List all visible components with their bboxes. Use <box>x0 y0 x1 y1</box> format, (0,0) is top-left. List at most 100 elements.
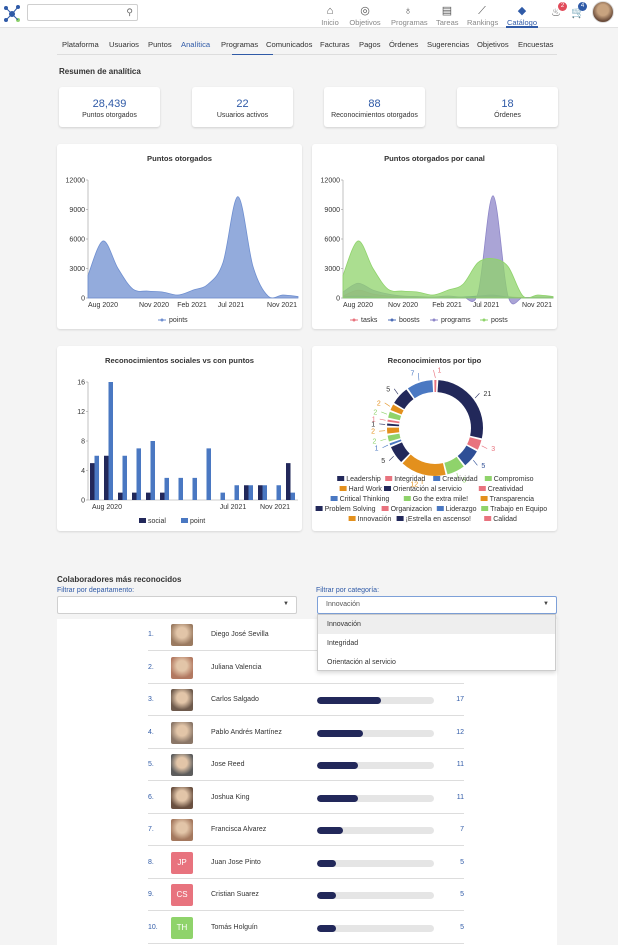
bar-point[interactable] <box>290 492 296 500</box>
pie-slice[interactable] <box>387 427 400 434</box>
list-item[interactable]: 5. Jose Reed 11 <box>148 749 464 781</box>
legend-swatch[interactable] <box>403 496 411 501</box>
dropdown-option[interactable]: Integridad <box>327 640 359 647</box>
legend-swatch[interactable] <box>480 496 488 501</box>
legend-label[interactable]: ¡Estrella en ascenso! <box>406 516 471 523</box>
pie-slice[interactable] <box>407 380 434 399</box>
search-input[interactable]: ⚲ <box>27 4 138 21</box>
pie-slice[interactable] <box>390 404 404 415</box>
pie-slice[interactable] <box>444 456 464 475</box>
bar-point[interactable] <box>192 477 198 500</box>
list-item[interactable]: 1. Diego José Sevilla <box>148 619 464 651</box>
pie-slice[interactable] <box>467 437 482 450</box>
tab-sugerencias[interactable]: Sugerencias <box>427 40 470 49</box>
legend-label-boosts[interactable]: boosts <box>399 317 420 324</box>
bar-social[interactable] <box>132 492 137 500</box>
legend-label[interactable]: Go the extra mile! <box>413 496 468 503</box>
pie-slice[interactable] <box>457 445 477 466</box>
bar-point[interactable] <box>220 492 226 500</box>
legend-swatch[interactable] <box>484 476 492 481</box>
legend-label-posts[interactable]: posts <box>491 317 508 324</box>
bell-icon[interactable]: ♨ 2 <box>551 2 567 19</box>
tab-plataforma[interactable]: Plataforma <box>62 40 99 49</box>
bar-point[interactable] <box>136 448 142 500</box>
tab-puntos[interactable]: Puntos <box>148 40 172 49</box>
tab-pagos[interactable]: Pagos <box>359 40 381 49</box>
legend-swatch[interactable] <box>381 506 389 511</box>
legend-label[interactable]: Problem Solving <box>325 506 376 513</box>
bar-point[interactable] <box>248 485 254 500</box>
tab-encuestas[interactable]: Encuestas <box>518 40 554 49</box>
legend-swatch[interactable] <box>481 506 489 511</box>
legend-label[interactable]: Hard Work <box>349 486 383 493</box>
legend-label[interactable]: Trabajo en Equipo <box>490 506 547 513</box>
legend-swatch[interactable] <box>315 506 323 511</box>
legend-label-points[interactable]: points <box>169 317 188 324</box>
legend-label-social[interactable]: social <box>148 518 166 525</box>
tab-usuarios[interactable]: Usuarios <box>109 40 139 49</box>
legend-label[interactable]: Transparencia <box>490 496 535 503</box>
legend-label[interactable]: Calidad <box>493 516 517 523</box>
legend-swatch[interactable] <box>339 486 347 491</box>
legend-swatch[interactable] <box>337 476 345 481</box>
pie-slice[interactable] <box>389 439 402 446</box>
bar-point[interactable] <box>234 485 240 500</box>
legend-swatch[interactable] <box>433 476 441 481</box>
list-item[interactable]: 2. Juliana Valencia <box>148 652 464 684</box>
tab-facturas[interactable]: Facturas <box>320 40 350 49</box>
legend-label[interactable]: Creatividad <box>488 486 524 493</box>
category-select[interactable]: Innovación ▼ <box>317 596 557 614</box>
legend-swatch[interactable] <box>139 518 146 523</box>
legend-swatch[interactable] <box>396 516 404 521</box>
pie-slice[interactable] <box>390 442 410 463</box>
dropdown-option[interactable]: Orientación al servicio <box>327 659 396 666</box>
bar-social[interactable] <box>104 455 109 500</box>
app-logo[interactable] <box>3 3 21 23</box>
legend-label[interactable]: Creatividad <box>442 476 478 483</box>
legend-swatch[interactable] <box>478 486 486 491</box>
bar-point[interactable] <box>276 485 282 500</box>
bar-social[interactable] <box>244 485 249 500</box>
bar-point[interactable] <box>262 485 268 500</box>
bar-point[interactable] <box>206 448 212 500</box>
legend-swatch[interactable] <box>181 518 188 523</box>
pie-slice[interactable] <box>434 380 437 393</box>
nav-item-objetivos[interactable]: ◎ Objetivos <box>349 4 381 28</box>
bar-social[interactable] <box>118 492 123 500</box>
legend-label-point[interactable]: point <box>190 518 205 525</box>
list-item[interactable]: 9. CS Cristian Suarez 5 <box>148 879 464 911</box>
legend-swatch[interactable] <box>384 486 391 491</box>
legend-label[interactable]: Innovación <box>358 516 392 523</box>
pie-slice[interactable] <box>402 454 446 476</box>
legend-label-tasks[interactable]: tasks <box>361 317 378 324</box>
bar-point[interactable] <box>164 477 170 500</box>
tab-programas[interactable]: Programas <box>221 40 259 49</box>
avatar[interactable] <box>592 1 614 23</box>
list-item[interactable]: 4. Pablo Andrés Martínez 12 <box>148 717 464 749</box>
bar-social[interactable] <box>90 463 95 500</box>
legend-label[interactable]: Liderazgo <box>446 506 477 513</box>
legend-swatch[interactable] <box>436 506 444 511</box>
bar-point[interactable] <box>94 455 100 500</box>
nav-item-programas[interactable]: ♁ Programas <box>391 4 428 28</box>
search-icon[interactable]: ⚲ <box>126 7 133 17</box>
legend-label[interactable]: Critical Thinking <box>340 496 390 503</box>
bar-point[interactable] <box>108 382 114 500</box>
list-item[interactable]: 8. JP Juan Jose Pinto 5 <box>148 847 464 879</box>
list-item[interactable]: 10. TH Tomás Holguín 5 <box>148 912 464 944</box>
pie-slice[interactable] <box>437 380 483 439</box>
nav-item-rankings[interactable]: ⟋ Rankings <box>467 4 498 28</box>
legend-label-programs[interactable]: programs <box>441 317 471 324</box>
tab-órdenes[interactable]: Órdenes <box>389 40 419 49</box>
pie-slice[interactable] <box>394 389 414 410</box>
nav-item-catálogo[interactable]: ◆ Catálogo <box>506 4 538 28</box>
legend-label[interactable]: Compromiso <box>494 476 534 483</box>
bar-point[interactable] <box>178 477 184 500</box>
nav-item-inicio[interactable]: ⌂ Inicio <box>319 4 341 28</box>
nav-item-tareas[interactable]: ▤ Tareas <box>436 4 459 28</box>
bar-point[interactable] <box>122 455 128 500</box>
list-item[interactable]: 7. Francisca Alvarez 7 <box>148 814 464 846</box>
tab-comunicados[interactable]: Comunicados <box>266 40 313 49</box>
department-select[interactable]: ▼ <box>57 596 297 614</box>
legend-swatch[interactable] <box>348 516 356 521</box>
